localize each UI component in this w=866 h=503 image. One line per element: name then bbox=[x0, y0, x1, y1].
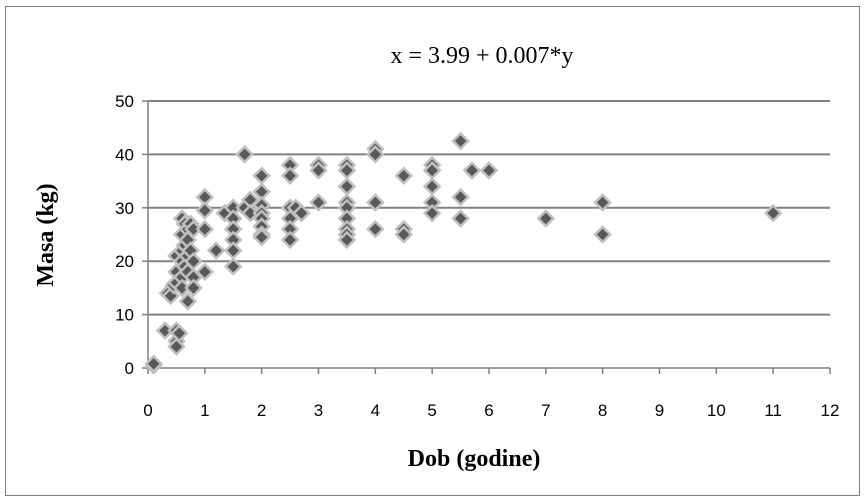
x-tick-label-0: 0 bbox=[143, 401, 152, 420]
y-axis-label: Masa (kg) bbox=[33, 183, 59, 286]
chart-title: x = 3.99 + 0.007*y bbox=[390, 43, 573, 69]
data-point-32 bbox=[184, 278, 203, 298]
data-point-67 bbox=[309, 193, 328, 212]
data-point-8 bbox=[167, 337, 186, 356]
data-point-90 bbox=[451, 187, 470, 207]
data-point-76 bbox=[337, 230, 357, 250]
data-point-62 bbox=[280, 230, 300, 250]
y-tick-label-0: 0 bbox=[125, 359, 134, 378]
data-point-88 bbox=[422, 203, 442, 223]
x-tick-label-7: 7 bbox=[541, 401, 550, 420]
x-tick-label-4: 4 bbox=[371, 401, 380, 420]
data-point-93 bbox=[479, 161, 499, 180]
data-point-43 bbox=[223, 241, 243, 260]
data-point-1 bbox=[144, 354, 163, 373]
data-point-92 bbox=[462, 161, 482, 180]
data-point-96 bbox=[593, 225, 612, 244]
x-tick-label-1: 1 bbox=[200, 401, 209, 420]
data-point-26 bbox=[178, 291, 198, 311]
data-point-35 bbox=[195, 219, 215, 239]
data-points bbox=[144, 131, 783, 375]
data-point-66 bbox=[309, 161, 328, 180]
data-point-58 bbox=[280, 166, 300, 186]
data-point-79 bbox=[366, 193, 385, 212]
data-point-97 bbox=[763, 203, 783, 223]
y-tick-label-40: 40 bbox=[115, 145, 134, 164]
data-point-89 bbox=[451, 131, 470, 151]
data-point-95 bbox=[593, 193, 612, 212]
data-point-56 bbox=[252, 227, 271, 247]
data-point-86 bbox=[422, 177, 442, 196]
data-point-36 bbox=[195, 262, 215, 282]
data-point-80 bbox=[366, 219, 385, 239]
y-tick-label-20: 20 bbox=[115, 252, 134, 271]
x-tick-label-6: 6 bbox=[484, 401, 493, 420]
x-axis-label: Dob (godine) bbox=[408, 446, 541, 472]
x-tick-label-11: 11 bbox=[764, 401, 782, 420]
axes bbox=[142, 100, 831, 374]
data-point-91 bbox=[451, 209, 470, 228]
x-tick-label-2: 2 bbox=[257, 401, 266, 420]
data-point-45 bbox=[235, 145, 254, 164]
x-tick-label-9: 9 bbox=[655, 401, 664, 420]
data-point-94 bbox=[536, 209, 556, 228]
data-point-78 bbox=[366, 145, 385, 164]
data-point-83 bbox=[394, 225, 414, 244]
y-tick-label-30: 30 bbox=[115, 199, 134, 218]
x-tick-label-3: 3 bbox=[314, 401, 323, 420]
data-point-81 bbox=[394, 166, 414, 186]
x-tick-label-8: 8 bbox=[598, 401, 607, 420]
y-tick-label-50: 50 bbox=[115, 92, 134, 111]
x-tick-label-10: 10 bbox=[707, 401, 726, 420]
data-point-37 bbox=[206, 241, 226, 260]
data-point-49 bbox=[252, 166, 271, 186]
data-point-34 bbox=[195, 201, 215, 220]
data-point-64 bbox=[292, 203, 311, 223]
data-point-70 bbox=[337, 177, 357, 196]
data-point-44 bbox=[223, 257, 243, 276]
x-tick-label-12: 12 bbox=[821, 401, 840, 420]
x-tick-label-5: 5 bbox=[427, 401, 436, 420]
y-tick-label-10: 10 bbox=[115, 306, 134, 325]
data-point-12 bbox=[169, 324, 189, 343]
